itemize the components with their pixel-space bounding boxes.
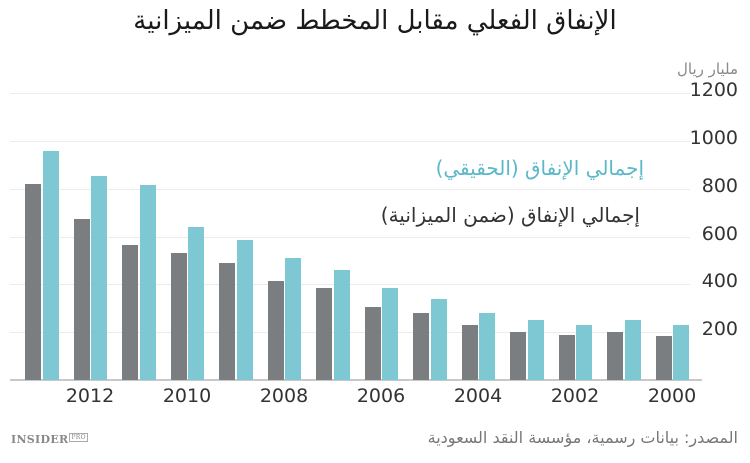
actual-bar-2004 [479,313,495,380]
budget-bar-2007 [316,288,332,380]
gridline [10,284,690,285]
y-tick-label: 400 [701,270,738,292]
actual-bar-2005 [430,299,447,380]
actual-bar-2012 [91,176,107,380]
y-tick-label: 200 [701,318,738,340]
legend-actual-spending: إجمالي الإنفاق (الحقيقي) [435,156,644,180]
actual-bar-2003 [527,320,544,380]
x-axis-baseline [10,379,702,381]
logo-text: INSIDER [11,433,69,446]
budget-bar-2001 [607,332,623,380]
gridline [10,237,690,238]
logo-badge: PRO [69,433,88,442]
budget-bar-2002 [558,335,575,380]
actual-bar-2006 [382,288,398,380]
x-tick-label: 2006 [356,385,406,407]
actual-bar-2008 [285,258,301,380]
x-tick-label: 2012 [65,385,115,407]
actual-bar-2009 [236,240,253,380]
gridline [10,141,690,142]
x-tick-label: 2010 [162,385,212,407]
actual-bar-2013 [42,151,59,380]
y-tick-label: 800 [701,175,738,197]
budget-bar-2000 [655,336,672,380]
budget-bar-2005 [413,313,429,380]
budget-bar-2009 [219,263,235,380]
y-axis-unit-label: مليار ريال [677,60,738,78]
actual-bar-2007 [333,270,350,380]
x-tick-label: 2008 [259,385,309,407]
budget-bar-2010 [170,253,187,380]
actual-bar-2011 [139,185,156,380]
legend-budgeted-spending: إجمالي الإنفاق (ضمن الميزانية) [380,203,640,227]
x-tick-label: 2004 [453,385,503,407]
budget-bar-2011 [122,245,138,380]
gridline [10,189,690,190]
budget-bar-2013 [25,184,41,380]
budget-bar-2012 [73,219,90,380]
insider-pro-logo: INSIDER PRO [11,433,88,446]
gridline [10,93,690,94]
budget-bar-2006 [364,307,381,380]
x-tick-label: 2000 [647,385,697,407]
actual-bar-2002 [576,325,592,380]
budget-bar-2008 [267,281,284,380]
chart-title: الإنفاق الفعلي مقابل المخطط ضمن الميزاني… [133,6,617,36]
actual-bar-2010 [188,227,204,380]
x-tick-label: 2002 [550,385,600,407]
source-note: المصدر: بيانات رسمية، مؤسسة النقد السعود… [427,428,738,447]
actual-bar-2000 [673,325,689,380]
budget-bar-2004 [461,325,478,380]
budget-bar-2003 [510,332,526,380]
y-tick-label: 1000 [689,127,738,149]
y-tick-label: 1200 [689,79,738,101]
y-tick-label: 600 [701,223,738,245]
gridline [10,332,690,333]
actual-bar-2001 [624,320,641,380]
